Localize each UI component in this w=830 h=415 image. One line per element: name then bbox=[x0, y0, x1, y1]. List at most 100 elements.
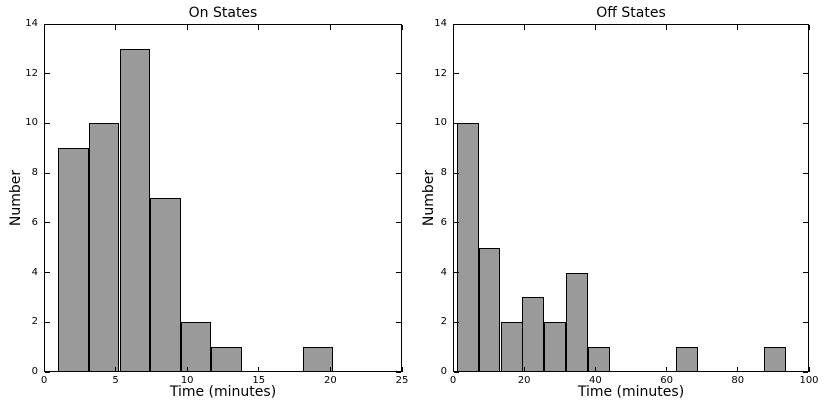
x-tick bbox=[115, 367, 117, 372]
y-tick bbox=[454, 23, 459, 25]
histogram-bar bbox=[456, 123, 479, 372]
y-tick bbox=[803, 371, 808, 373]
y-tick bbox=[454, 122, 459, 124]
y-tick bbox=[454, 371, 459, 373]
y-tick bbox=[396, 122, 401, 124]
chart-title: On States bbox=[188, 5, 258, 21]
histogram-bar bbox=[763, 347, 786, 372]
histogram-bar bbox=[150, 198, 181, 372]
y-tick bbox=[396, 321, 401, 323]
histogram-bar bbox=[58, 148, 89, 372]
histogram-bar bbox=[522, 297, 545, 372]
y-tick bbox=[45, 371, 50, 373]
y-tick bbox=[45, 321, 50, 323]
y-tick bbox=[803, 321, 808, 323]
y-tick bbox=[396, 73, 401, 75]
x-tick bbox=[594, 25, 596, 30]
x-tick bbox=[666, 367, 668, 372]
y-tick bbox=[803, 222, 808, 224]
y-tick-label: 10 bbox=[434, 117, 447, 129]
y-tick bbox=[454, 222, 459, 224]
histogram-bar bbox=[302, 347, 334, 372]
y-tick bbox=[396, 23, 401, 25]
x-tick-label: 20 bbox=[517, 375, 531, 386]
y-tick-label: 14 bbox=[25, 18, 38, 29]
y-tick bbox=[396, 172, 401, 174]
x-tick bbox=[43, 367, 45, 372]
x-tick-label: 0 bbox=[40, 375, 48, 386]
y-tick-label: 12 bbox=[434, 67, 447, 79]
x-tick bbox=[523, 25, 525, 30]
y-tick bbox=[45, 172, 50, 174]
y-tick-label: 6 bbox=[440, 216, 447, 228]
y-tick bbox=[45, 222, 50, 224]
x-tick bbox=[329, 367, 331, 372]
y-tick-label: 8 bbox=[440, 167, 447, 179]
x-tick bbox=[258, 25, 260, 30]
x-tick bbox=[452, 367, 454, 372]
y-tick-label: 14 bbox=[434, 18, 447, 29]
x-tick bbox=[808, 25, 810, 30]
x-tick-label: 15 bbox=[252, 375, 266, 386]
x-tick bbox=[401, 25, 403, 30]
y-tick bbox=[396, 222, 401, 224]
y-tick-label: 12 bbox=[25, 67, 38, 79]
y-tick-label: 10 bbox=[25, 117, 38, 129]
x-tick bbox=[401, 367, 403, 372]
y-tick-label: 2 bbox=[440, 316, 447, 328]
y-tick bbox=[454, 73, 459, 75]
x-tick bbox=[737, 25, 739, 30]
x-tick bbox=[808, 367, 810, 372]
histogram-bar bbox=[566, 272, 589, 372]
y-tick bbox=[454, 321, 459, 323]
x-tick-label: 100 bbox=[799, 375, 819, 386]
x-tick bbox=[737, 367, 739, 372]
histogram-bar bbox=[500, 322, 523, 372]
x-tick bbox=[115, 25, 117, 30]
histogram-bar bbox=[180, 322, 212, 372]
y-tick bbox=[45, 23, 50, 25]
x-tick bbox=[258, 367, 260, 372]
x-tick bbox=[329, 25, 331, 30]
x-tick bbox=[186, 367, 188, 372]
x-axis-label: Time (minutes) bbox=[577, 384, 685, 400]
histogram-bar bbox=[88, 123, 120, 372]
y-tick-label: 0 bbox=[31, 366, 38, 377]
y-tick bbox=[396, 272, 401, 274]
histogram-bar bbox=[478, 247, 501, 372]
histogram-bar bbox=[588, 347, 611, 372]
y-tick bbox=[454, 172, 459, 174]
histogram-bar bbox=[544, 322, 567, 372]
y-tick-label: 8 bbox=[31, 167, 38, 179]
y-tick bbox=[45, 272, 50, 274]
y-tick bbox=[45, 73, 50, 75]
y-tick-label: 0 bbox=[440, 366, 447, 377]
y-tick bbox=[45, 122, 50, 124]
x-axis-label: Time (minutes) bbox=[169, 384, 277, 400]
y-tick bbox=[396, 371, 401, 373]
x-tick bbox=[594, 367, 596, 372]
y-tick bbox=[803, 73, 808, 75]
y-tick bbox=[454, 272, 459, 274]
y-tick bbox=[803, 122, 808, 124]
x-tick-label: 10 bbox=[180, 375, 194, 386]
x-tick-label: 60 bbox=[660, 375, 673, 386]
y-tick-label: 2 bbox=[31, 316, 38, 328]
x-tick-label: 25 bbox=[395, 375, 409, 386]
histogram-bar bbox=[211, 347, 242, 372]
y-tick bbox=[803, 23, 808, 25]
x-tick bbox=[452, 25, 454, 30]
x-tick-label: 40 bbox=[589, 375, 602, 386]
x-tick bbox=[186, 25, 188, 30]
chart-title: Off States bbox=[596, 5, 666, 21]
x-tick-label: 20 bbox=[324, 375, 337, 386]
x-tick-label: 5 bbox=[112, 375, 119, 386]
histogram-bar bbox=[676, 347, 698, 372]
x-tick-label: 80 bbox=[731, 375, 745, 386]
y-tick-label: 4 bbox=[31, 266, 38, 278]
x-tick bbox=[43, 25, 45, 30]
x-tick bbox=[666, 25, 668, 30]
x-tick-label: 0 bbox=[449, 375, 457, 386]
y-tick-label: 6 bbox=[31, 216, 38, 228]
